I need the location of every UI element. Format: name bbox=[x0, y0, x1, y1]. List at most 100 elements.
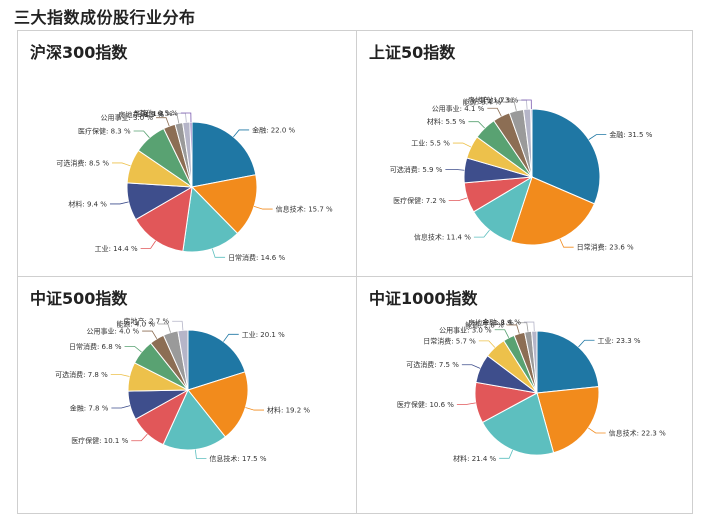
data-label: 信息技术: 15.7 % bbox=[276, 205, 333, 214]
label-leader-line bbox=[523, 321, 535, 332]
data-label: 工业: 20.1 % bbox=[242, 330, 285, 339]
pie-slice bbox=[530, 330, 538, 394]
pie-chart-zz500: 工业: 20.1 % 材料: 19.2 % 信息技术: 17.5 % 医疗保健: 10… bbox=[55, 317, 310, 463]
data-label: 医疗保健: 8.3 % bbox=[78, 126, 131, 135]
chart-title: 中证1000指数 bbox=[369, 289, 478, 308]
pie-slice bbox=[510, 176, 596, 246]
data-label: 房地产: 1.8 % bbox=[468, 318, 514, 327]
data-label: 材料: 19.2 % bbox=[267, 406, 310, 415]
data-label: 可选消费: 5.9 % bbox=[390, 165, 443, 174]
label-leader-line bbox=[109, 201, 129, 205]
label-leader-line bbox=[588, 134, 607, 140]
data-label: 信息技术: 17.5 % bbox=[209, 454, 266, 463]
divider-horizontal bbox=[18, 276, 692, 277]
panel-zz1000: 中证1000指数 工业: 23.3 % 信息技术: 22.3 % 材料: 21.4 … bbox=[357, 277, 694, 521]
data-label: 金融: 22.0 % bbox=[252, 125, 295, 134]
label-leader-line bbox=[456, 402, 476, 405]
pie-slice bbox=[530, 108, 533, 178]
pie-slice bbox=[182, 185, 239, 253]
label-leader-line bbox=[194, 449, 207, 459]
data-label: 可选消费: 7.5 % bbox=[406, 360, 459, 369]
label-leader-line bbox=[223, 333, 239, 342]
data-label: 能源: 4.0 % bbox=[116, 319, 155, 328]
data-label: 日常消费: 6.8 % bbox=[69, 342, 122, 351]
data-label: 工业: 5.5 % bbox=[411, 139, 450, 148]
data-label: 公用事业: 3.0 % bbox=[439, 325, 492, 334]
data-label: 材料: 5.5 % bbox=[427, 117, 466, 126]
label-leader-line bbox=[167, 114, 180, 124]
pie-slice bbox=[481, 392, 555, 456]
panel-zz500: 中证500指数 工业: 20.1 % 材料: 19.2 % 信息技术: 17.5 %… bbox=[18, 277, 355, 521]
label-leader-line bbox=[448, 197, 468, 202]
data-label: 公用事业: 4.1 % bbox=[432, 104, 485, 113]
data-label: 日常消费: 5.7 % bbox=[423, 336, 476, 345]
label-leader-line bbox=[494, 329, 510, 338]
label-leader-line bbox=[142, 330, 158, 339]
label-leader-line bbox=[504, 101, 517, 111]
label-leader-line bbox=[180, 112, 192, 123]
panel-sz50: 上证50指数 金融: 31.5 % 日常消费: 23.6 % 信息技术: 11.4 … bbox=[357, 31, 694, 275]
data-label: 材料: 21.4 % bbox=[453, 454, 496, 463]
label-leader-line bbox=[521, 99, 532, 110]
data-label: 医疗保健: 10.1 % bbox=[71, 436, 128, 445]
data-label: 可选消费: 7.8 % bbox=[55, 370, 108, 379]
chart-title: 沪深300指数 bbox=[30, 43, 128, 62]
label-leader-line bbox=[233, 129, 250, 138]
chart-grid: 沪深300指数 金融: 22.0 % 信息技术: 15.7 % 日常消费: 14.6… bbox=[17, 30, 693, 514]
chart-title: 中证500指数 bbox=[30, 289, 128, 308]
pie-slice bbox=[162, 389, 227, 451]
label-leader-line bbox=[157, 323, 171, 333]
pie-chart-hs300: 金融: 22.0 % 信息技术: 15.7 % 日常消费: 14.6 % 工业: 14… bbox=[56, 109, 333, 262]
data-label: 金融: 7.8 % bbox=[70, 403, 109, 412]
data-label: 公用事业: 4.0 % bbox=[87, 327, 140, 336]
label-leader-line bbox=[588, 427, 606, 434]
label-leader-line bbox=[140, 240, 156, 249]
panel-hs300: 沪深300指数 金融: 22.0 % 信息技术: 15.7 % 日常消费: 14.6… bbox=[18, 31, 355, 275]
data-label: 信息技术: 11.4 % bbox=[414, 233, 471, 242]
data-label: 日常消费: 23.6 % bbox=[577, 243, 634, 252]
label-leader-line bbox=[245, 407, 265, 411]
label-leader-line bbox=[478, 340, 496, 348]
label-leader-line bbox=[473, 229, 490, 238]
label-leader-line bbox=[468, 121, 486, 129]
data-label: 其他: 0.3 % bbox=[480, 96, 519, 105]
data-label: 能源: 3.4 % bbox=[463, 98, 502, 107]
label-leader-line bbox=[111, 405, 131, 409]
data-label: 医疗保健: 10.6 % bbox=[397, 400, 454, 409]
label-leader-line bbox=[110, 374, 130, 377]
label-leader-line bbox=[516, 322, 529, 332]
label-leader-line bbox=[461, 364, 481, 369]
label-leader-line bbox=[156, 117, 170, 127]
label-leader-line bbox=[499, 449, 514, 459]
data-label: 材料: 9.4 % bbox=[68, 199, 107, 208]
label-leader-line bbox=[559, 238, 574, 248]
chart-title: 上证50指数 bbox=[369, 43, 456, 62]
data-label: 能源: 1.8 % bbox=[134, 109, 173, 118]
label-leader-line bbox=[124, 345, 142, 353]
data-label: 公用事业: 3.0 % bbox=[100, 113, 153, 122]
label-leader-line bbox=[452, 142, 472, 148]
pie-chart-zz1000: 工业: 23.3 % 信息技术: 22.3 % 材料: 21.4 % 医疗保健: 10… bbox=[397, 318, 666, 463]
label-leader-line bbox=[445, 169, 465, 171]
label-leader-line bbox=[211, 248, 226, 258]
data-label: 房地产: 2.7 % bbox=[124, 317, 170, 326]
data-label: 房地产: 1.9 % bbox=[118, 110, 164, 119]
data-label: 医疗保健: 7.2 % bbox=[393, 196, 446, 205]
pie-chart-sz50: 金融: 31.5 % 日常消费: 23.6 % 信息技术: 11.4 % 医疗保健: … bbox=[390, 96, 653, 252]
label-leader-line bbox=[112, 162, 131, 167]
label-leader-line bbox=[131, 433, 148, 442]
label-leader-line bbox=[253, 206, 273, 210]
label-leader-line bbox=[506, 324, 520, 334]
data-label: 工业: 23.3 % bbox=[598, 336, 641, 345]
data-label: 工业: 14.4 % bbox=[95, 244, 138, 253]
data-label: 能源: 2.8 % bbox=[465, 320, 504, 329]
pie-slice bbox=[135, 186, 193, 252]
data-label: 信息技术: 22.3 % bbox=[609, 428, 666, 437]
data-label: 金融: 1.4 % bbox=[482, 318, 521, 327]
data-label: 金融: 31.5 % bbox=[609, 130, 652, 139]
label-leader-line bbox=[487, 107, 502, 117]
label-leader-line bbox=[133, 130, 150, 139]
divider-vertical bbox=[356, 31, 357, 513]
page-title: 三大指数成份股行业分布 bbox=[14, 8, 196, 27]
data-label: 日常消费: 14.6 % bbox=[228, 253, 285, 262]
